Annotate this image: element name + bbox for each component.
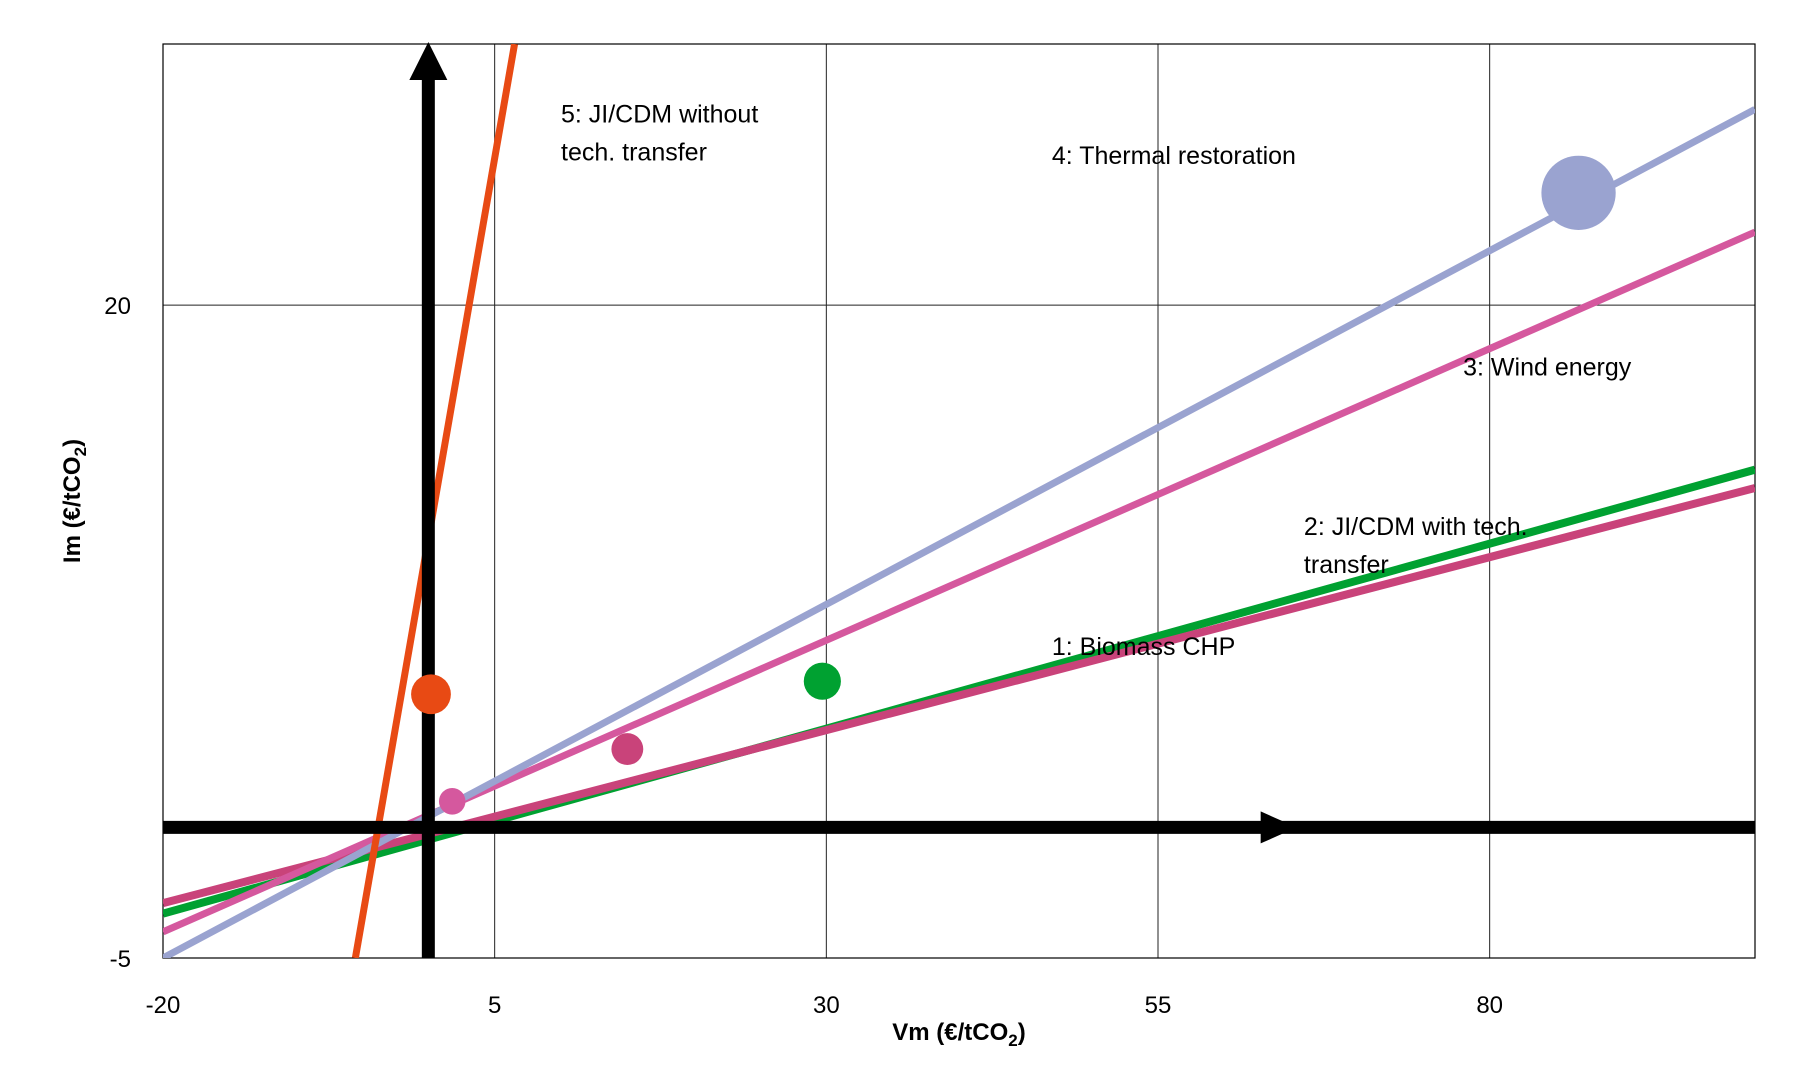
annotation-s3: 3: Wind energy (1463, 354, 1632, 382)
annotation-s5: 5: JI/CDM without tech. transfer (561, 100, 758, 166)
x-axis-title-subscript: 2 (1008, 1031, 1017, 1050)
x-axis-arrowhead (1260, 811, 1297, 844)
series-point-s2 (611, 733, 644, 766)
series-line-s5 (351, 44, 519, 958)
y-axis-arrowhead (409, 42, 448, 80)
y-tick-label: -5 (110, 946, 131, 973)
series-points (411, 155, 1616, 815)
series-point-s1 (803, 662, 841, 700)
series-point-s3 (438, 788, 466, 815)
axis-arrows (163, 42, 1755, 958)
plot-frame (162, 43, 1756, 959)
x-tick-label: 80 (1476, 992, 1503, 1019)
annotation-s1: 1: Biomass CHP (1052, 633, 1235, 661)
x-axis-title: Vm (€/tCO2) (892, 1019, 1025, 1050)
x-tick-label: 5 (488, 992, 501, 1019)
annotation-s4: 4: Thermal restoration (1052, 142, 1296, 170)
series-point-s5 (411, 674, 451, 715)
y-axis-title-subscript: 2 (71, 447, 90, 456)
tick-labels: -20 5 30 55 80 -5 20 (104, 293, 1503, 1019)
x-tick-label: -20 (146, 992, 181, 1019)
annotation-s2: 2: JI/CDM with tech. transfer (1304, 513, 1528, 579)
y-tick-label: 20 (104, 293, 131, 320)
series-annotations: 1: Biomass CHP 2: JI/CDM with tech. transf… (561, 100, 1632, 661)
x-tick-label: 55 (1145, 992, 1172, 1019)
series-point-s4 (1541, 155, 1616, 230)
y-axis-title: Im (€/tCO2) (59, 439, 90, 563)
x-tick-label: 30 (813, 992, 840, 1019)
